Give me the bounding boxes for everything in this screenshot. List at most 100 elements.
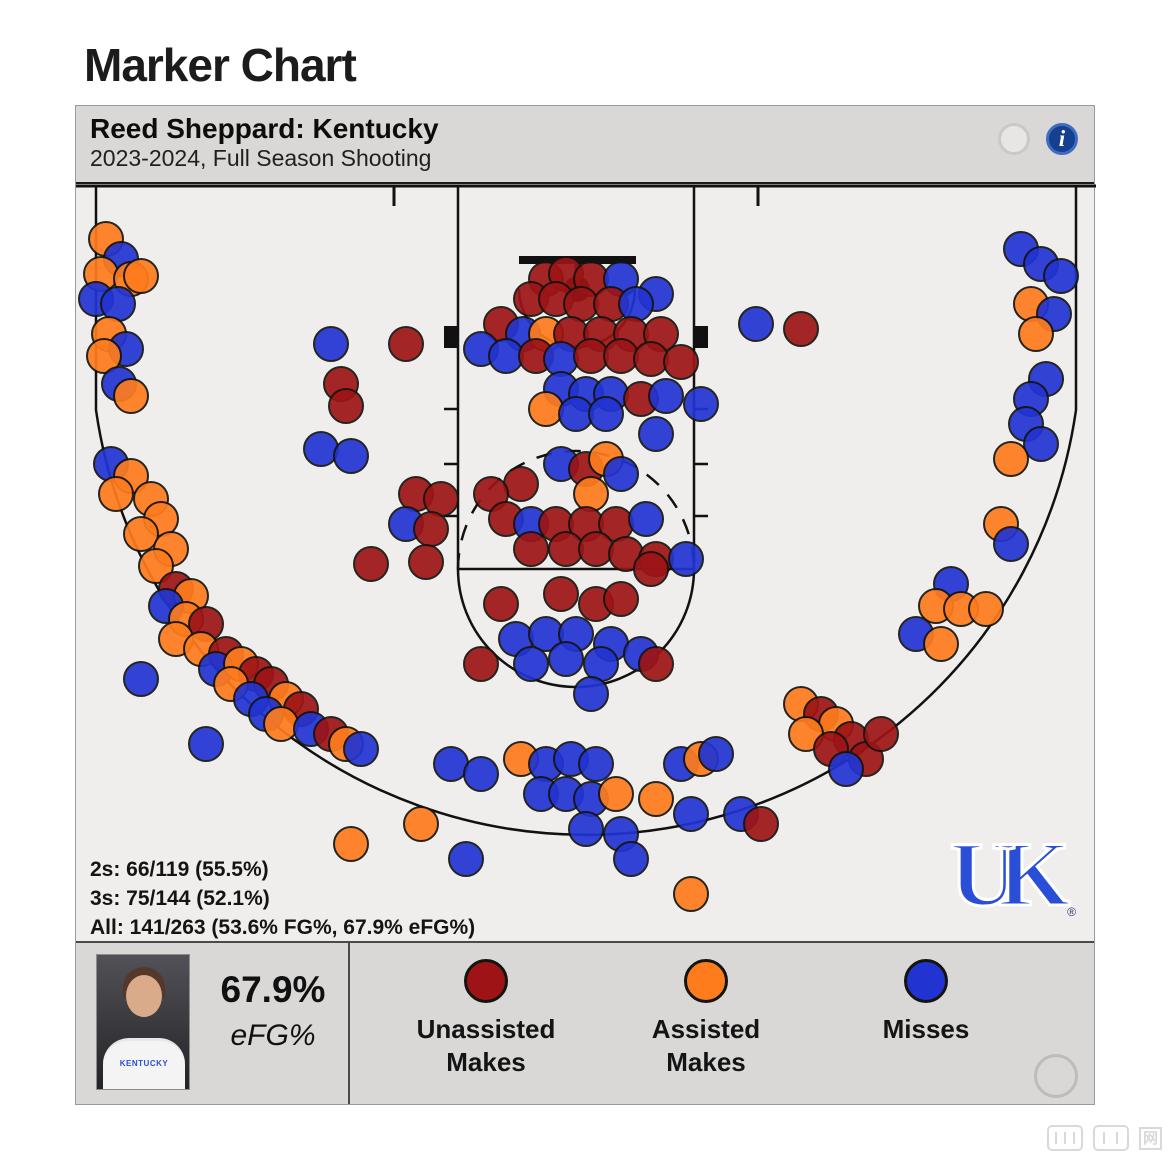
shot-marker-miss xyxy=(463,756,499,792)
shot-marker-unassisted xyxy=(633,551,669,587)
registered-mark: ® xyxy=(1067,905,1076,919)
shot-marker-assisted xyxy=(968,591,1004,627)
misses-dot xyxy=(904,959,948,1003)
shot-marker-assisted xyxy=(403,806,439,842)
legend-label-misses: Misses xyxy=(882,1014,970,1044)
shot-marker-miss xyxy=(448,841,484,877)
shot-marker-unassisted xyxy=(513,531,549,567)
shot-marker-miss xyxy=(558,616,594,652)
panel-divider xyxy=(348,943,350,1104)
shot-marker-assisted xyxy=(333,826,369,862)
jersey-text: KENTUCKY xyxy=(119,1059,169,1068)
shot-marker-unassisted xyxy=(543,576,579,612)
shot-marker-assisted xyxy=(98,476,134,512)
corner-circle-control[interactable] xyxy=(1034,1054,1078,1098)
chart-title: Reed Sheppard: Kentucky xyxy=(90,113,439,144)
legend-label-assisted: Assisted Makes xyxy=(651,1014,761,1077)
stat-2s: 2s: 66/119 (55.5%) xyxy=(90,858,269,882)
page-title: Marker Chart xyxy=(84,39,357,91)
shot-marker-assisted xyxy=(923,626,959,662)
shot-marker-miss xyxy=(343,731,379,767)
shot-marker-unassisted xyxy=(408,544,444,580)
lane-block-left xyxy=(444,326,458,348)
shot-marker-miss xyxy=(613,841,649,877)
shot-marker-miss xyxy=(583,646,619,682)
player-face xyxy=(126,975,162,1017)
shot-marker-miss xyxy=(993,526,1029,562)
lane-block-right xyxy=(694,326,708,348)
shot-marker-miss xyxy=(1023,426,1059,462)
shot-marker-unassisted xyxy=(783,311,819,347)
efg-label: eFG% xyxy=(230,1019,316,1052)
efg-value: 67.9% xyxy=(220,969,326,1010)
shot-chart-card: Reed Sheppard: Kentucky 2023-2024, Full … xyxy=(75,105,1096,1105)
shot-marker-assisted xyxy=(638,781,674,817)
shot-marker-unassisted xyxy=(638,646,674,682)
watermark-bars-icon xyxy=(1092,1125,1129,1151)
shot-marker-unassisted xyxy=(483,586,519,622)
shot-marker-assisted xyxy=(598,776,634,812)
shot-marker-miss xyxy=(588,396,624,432)
toggle-circle[interactable] xyxy=(998,123,1030,155)
shot-marker-miss xyxy=(698,736,734,772)
uk-logo-text: UK xyxy=(950,823,1069,921)
watermark-text: 网 xyxy=(1138,1126,1162,1150)
shot-marker-miss xyxy=(628,501,664,537)
legend-label-unassisted: Unassisted Makes xyxy=(416,1014,556,1077)
shot-marker-assisted xyxy=(123,258,159,294)
player-jersey: KENTUCKY xyxy=(103,1038,185,1089)
shot-marker-assisted xyxy=(113,378,149,414)
shot-marker-miss xyxy=(1043,258,1079,294)
shot-marker-assisted xyxy=(993,441,1029,477)
shot-marker-unassisted xyxy=(463,646,499,682)
halfcourt-area: 2s: 66/119 (55.5%) 3s: 75/144 (52.1%) Al… xyxy=(76,184,1096,949)
legend-item-unassisted: Unassisted Makes xyxy=(376,959,596,1078)
unassisted-makes-dot xyxy=(464,959,508,1003)
shot-marker-miss xyxy=(683,386,719,422)
legend-item-assisted: Assisted Makes xyxy=(596,959,816,1078)
chart-header: Reed Sheppard: Kentucky 2023-2024, Full … xyxy=(76,106,1094,184)
shot-marker-unassisted xyxy=(603,581,639,617)
shot-marker-miss xyxy=(513,646,549,682)
shot-marker-miss xyxy=(828,751,864,787)
assisted-makes-dot xyxy=(684,959,728,1003)
shot-marker-miss xyxy=(668,541,704,577)
shot-marker-assisted xyxy=(673,876,709,912)
shot-marker-miss xyxy=(313,326,349,362)
shot-marker-miss xyxy=(333,438,369,474)
shot-marker-miss xyxy=(188,726,224,762)
shot-marker-miss xyxy=(638,416,674,452)
shot-marker-assisted xyxy=(1018,316,1054,352)
player-photo: KENTUCKY xyxy=(96,954,190,1090)
shot-marker-miss xyxy=(568,811,604,847)
watermark-sliders-icon xyxy=(1046,1125,1083,1151)
shooting-stats: 2s: 66/119 (55.5%) 3s: 75/144 (52.1%) Al… xyxy=(90,856,475,943)
shot-marker-miss xyxy=(738,306,774,342)
kentucky-logo: UK ® xyxy=(946,823,1077,921)
chart-subtitle: 2023-2024, Full Season Shooting xyxy=(90,145,432,172)
shot-marker-miss xyxy=(123,661,159,697)
shot-marker-miss xyxy=(648,378,684,414)
shot-marker-unassisted xyxy=(413,511,449,547)
efg-summary: 67.9% eFG% xyxy=(202,969,344,1053)
shot-marker-unassisted xyxy=(743,806,779,842)
watermark: 网 xyxy=(1046,1125,1162,1151)
shot-marker-miss xyxy=(548,641,584,677)
free-throw-circle-dashed xyxy=(456,449,696,570)
shot-marker-miss xyxy=(673,796,709,832)
info-icon[interactable]: i xyxy=(1046,123,1078,155)
stat-all: All: 141/263 (53.6% FG%, 67.9% eFG%) xyxy=(90,916,476,940)
legend-item-misses: Misses xyxy=(816,959,1036,1046)
shot-marker-unassisted xyxy=(503,466,539,502)
shot-marker-miss xyxy=(573,676,609,712)
shot-marker-unassisted xyxy=(328,388,364,424)
shot-marker-miss xyxy=(603,456,639,492)
shot-marker-layer xyxy=(76,184,1096,949)
lane-rectangle xyxy=(456,184,696,571)
shot-marker-unassisted xyxy=(663,344,699,380)
shot-marker-unassisted xyxy=(388,326,424,362)
shot-marker-miss xyxy=(100,286,136,322)
stat-3s: 3s: 75/144 (52.1%) xyxy=(90,887,270,911)
shot-marker-unassisted xyxy=(353,546,389,582)
shot-marker-unassisted xyxy=(863,716,899,752)
